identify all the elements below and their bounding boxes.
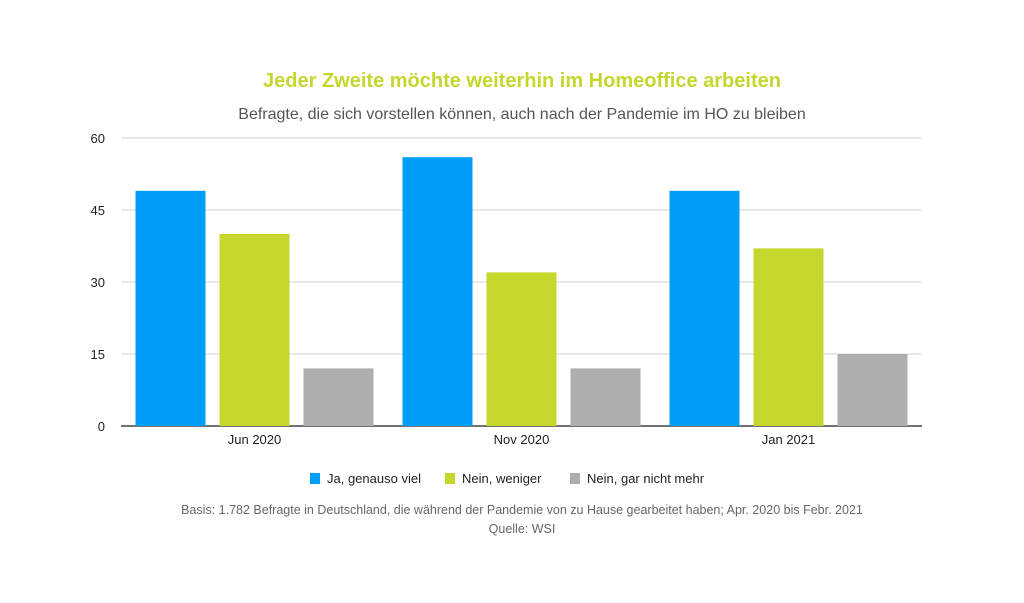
legend-label: Nein, gar nicht mehr	[587, 471, 705, 486]
footnote: Basis: 1.782 Befragte in Deutschland, di…	[181, 503, 863, 517]
y-tick-label: 45	[91, 203, 105, 218]
bar-nein-weniger-1	[486, 272, 557, 426]
legend-swatch	[310, 473, 320, 484]
legend-label: Ja, genauso viel	[327, 471, 421, 486]
bar-ja-genauso-viel-1	[402, 157, 473, 426]
bar-nein-weniger-0	[219, 234, 290, 426]
y-tick-label: 0	[98, 419, 105, 434]
source-note: Quelle: WSI	[489, 522, 556, 536]
legend-label: Nein, weniger	[462, 471, 542, 486]
x-tick-label: Jan 2021	[762, 432, 816, 447]
y-tick-label: 15	[91, 347, 105, 362]
legend-swatch	[445, 473, 455, 484]
y-tick-label: 30	[91, 275, 105, 290]
legend-swatch	[570, 473, 580, 484]
y-tick-label: 60	[91, 131, 105, 146]
chart-subtitle: Befragte, die sich vorstellen können, au…	[238, 106, 805, 123]
bar-ja-genauso-viel-2	[669, 190, 740, 426]
bar-nein-gar-nicht-mehr-0	[303, 368, 374, 426]
chart-title: Jeder Zweite möchte weiterhin im Homeoff…	[263, 70, 781, 92]
x-tick-label: Jun 2020	[228, 432, 282, 447]
bar-nein-gar-nicht-mehr-1	[570, 368, 641, 426]
x-tick-label: Nov 2020	[494, 432, 550, 447]
bar-nein-weniger-2	[753, 248, 824, 426]
bar-nein-gar-nicht-mehr-2	[837, 354, 908, 426]
bar-ja-genauso-viel-0	[135, 190, 206, 426]
